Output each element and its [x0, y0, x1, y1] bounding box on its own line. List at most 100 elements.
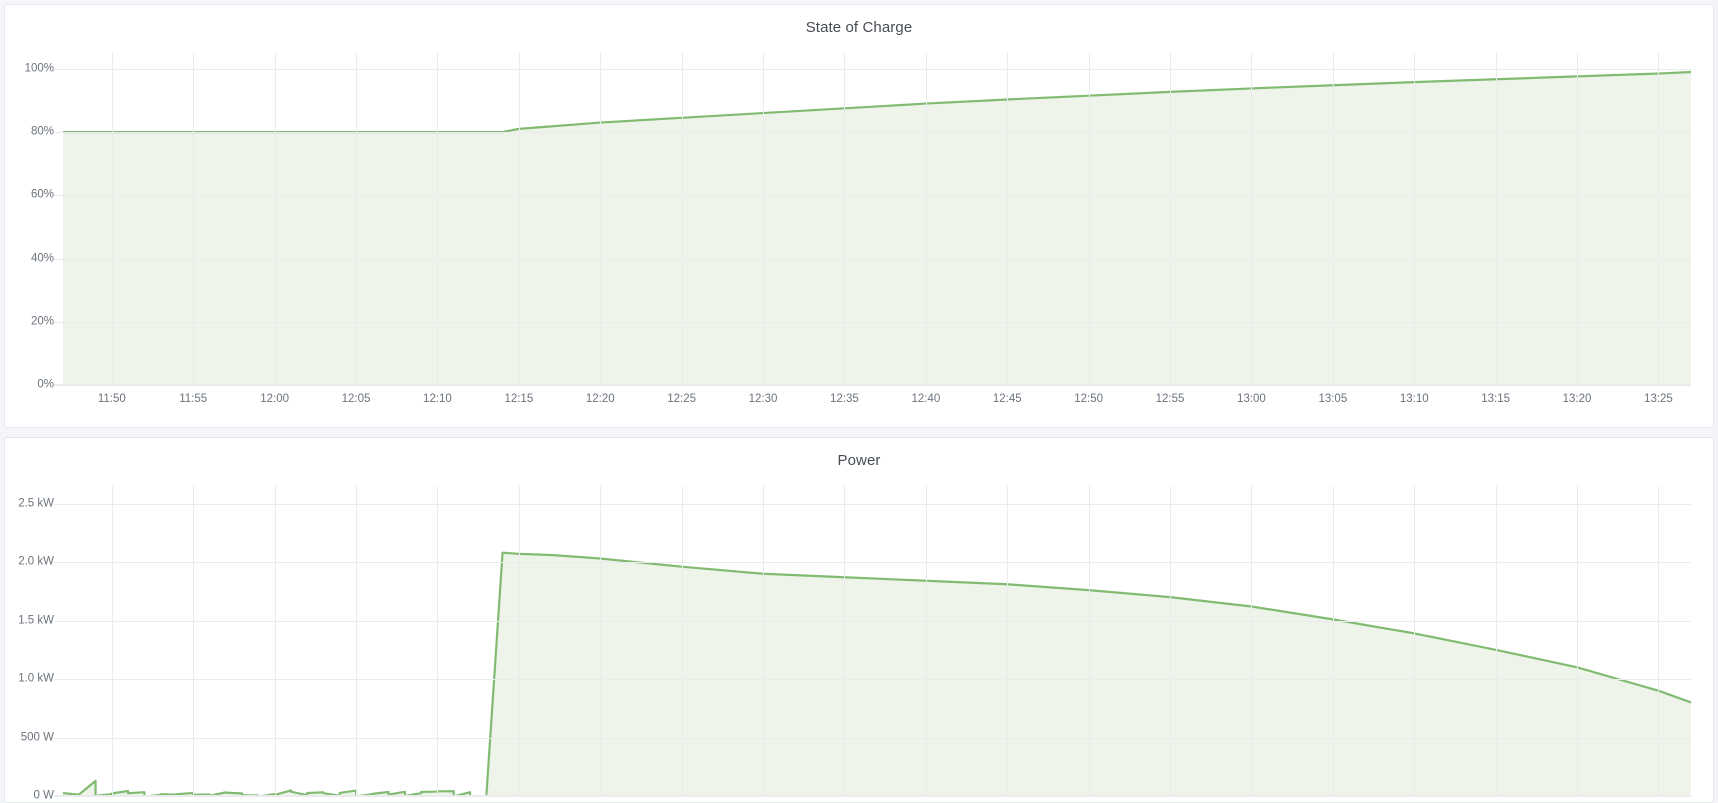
y-gridline	[54, 737, 1691, 739]
axis-baseline	[54, 795, 1691, 796]
panel-power[interactable]: Power 0 W 500 W 1.0 kW 1.5 kW 2.0 kW 2.5 kW	[4, 437, 1714, 803]
x-axis-tick-label: 12:25	[667, 393, 697, 405]
panel-title-power: Power	[837, 452, 881, 469]
panel-state-of-charge[interactable]: State of Charge 0% 20% 40% 60% 80% 100% 11:50 1…	[4, 4, 1714, 428]
y-gridline	[54, 620, 1691, 622]
x-axis-tick-label: 12:15	[504, 393, 534, 405]
y-axis-tick-label: 80%	[30, 125, 54, 138]
x-gridline	[1414, 53, 1416, 385]
x-axis-tick-label: 13:25	[1644, 393, 1673, 405]
x-gridline	[925, 486, 927, 796]
y-axis-tick-label: 2.0 kW	[18, 555, 54, 568]
x-gridline	[1414, 486, 1416, 796]
x-gridline	[844, 53, 846, 385]
y-gridline	[54, 679, 1691, 681]
x-gridline	[600, 53, 602, 385]
x-gridline	[1495, 486, 1497, 796]
x-axis-tick-label: 13:15	[1481, 393, 1511, 405]
x-axis-tick-label: 11:50	[97, 393, 126, 405]
x-gridline	[1658, 53, 1660, 385]
series-power	[63, 486, 1691, 796]
x-gridline	[274, 53, 276, 385]
y-gridline	[54, 385, 1691, 386]
x-axis-tick-label: 12:20	[585, 393, 615, 405]
x-gridline	[111, 486, 113, 796]
plot-area-state-of-charge[interactable]: 0% 20% 40% 60% 80% 100% 11:50 11:55 12:00 12:05 12…	[25, 53, 1691, 405]
y-axis-tick-label: 100%	[24, 62, 54, 75]
x-gridline	[844, 486, 846, 796]
x-axis-tick-label: 13:05	[1318, 393, 1348, 405]
x-axis-tick-label: 13:10	[1399, 393, 1429, 405]
x-gridline	[1088, 486, 1090, 796]
y-axis-tick-label: 1.5 kW	[18, 613, 54, 626]
y-axis-tick-label: 60%	[30, 188, 54, 201]
x-axis-tick-label: 12:55	[1155, 393, 1185, 405]
x-axis-tick-label: 13:20	[1562, 393, 1592, 405]
x-gridline	[681, 486, 683, 796]
x-gridline	[437, 486, 439, 796]
x-gridline	[1658, 486, 1660, 796]
y-axis-tick-label: 0 W	[33, 789, 54, 802]
x-gridline	[1007, 53, 1009, 385]
x-axis-tick-label: 12:50	[1074, 393, 1104, 405]
axis-baseline	[54, 384, 1691, 385]
x-gridline	[437, 53, 439, 385]
x-axis-tick-label: 12:05	[341, 393, 371, 405]
series-area-fill	[63, 552, 1691, 796]
x-gridline	[1170, 53, 1172, 385]
x-gridline	[925, 53, 927, 385]
plot-wrap-state-of-charge: 0% 20% 40% 60% 80% 100% 11:50 11:55 12:00 12:05 12…	[5, 43, 1713, 427]
y-gridline	[54, 503, 1691, 505]
x-gridline	[1007, 486, 1009, 796]
series-line	[63, 553, 1691, 796]
x-gridline	[518, 486, 520, 796]
x-gridline	[763, 486, 765, 796]
series-area-fill	[63, 71, 1691, 385]
y-gridline	[54, 195, 1691, 197]
x-axis-tick-label: 12:35	[830, 393, 859, 405]
x-gridline	[1577, 53, 1579, 385]
x-gridline	[274, 486, 276, 796]
x-gridline	[1332, 53, 1334, 385]
x-axis-tick-label: 12:00	[260, 393, 290, 405]
y-axis-tick-label: 1.0 kW	[18, 672, 54, 685]
x-axis-tick-label: 12:30	[748, 393, 778, 405]
x-axis-tick-label: 12:40	[911, 393, 941, 405]
x-gridline	[681, 53, 683, 385]
y-axis-tick-label: 500 W	[20, 730, 54, 743]
x-axis-tick-label: 11:55	[179, 393, 208, 405]
y-gridline	[54, 562, 1691, 564]
plot-area-power[interactable]: 0 W 500 W 1.0 kW 1.5 kW 2.0 kW 2.5 kW	[18, 486, 1691, 801]
x-gridline	[193, 486, 195, 796]
y-gridline	[54, 796, 1691, 797]
x-gridline	[600, 486, 602, 796]
panel-title-state-of-charge: State of Charge	[805, 19, 913, 36]
x-gridline	[1332, 486, 1334, 796]
x-gridline	[763, 53, 765, 385]
x-gridline	[1251, 53, 1253, 385]
x-gridline	[193, 53, 195, 385]
x-axis-tick-label: 13:00	[1237, 393, 1266, 405]
y-axis-tick-label: 2.5 kW	[18, 496, 54, 509]
series-state-of-charge	[63, 53, 1691, 385]
x-gridline	[356, 53, 358, 385]
x-gridline	[1577, 486, 1579, 796]
y-gridline	[54, 258, 1691, 260]
x-gridline	[356, 486, 358, 796]
y-gridline	[54, 321, 1691, 323]
y-axis-tick-label: 0%	[37, 378, 54, 391]
y-axis-tick-label: 20%	[30, 315, 54, 327]
x-gridline	[518, 53, 520, 385]
x-gridline	[1170, 486, 1172, 796]
x-axis-tick-label: 12:10	[423, 393, 452, 405]
y-gridline	[54, 132, 1691, 134]
x-axis-tick-label: 12:45	[992, 393, 1022, 405]
x-gridline	[1251, 486, 1253, 796]
x-gridline	[1495, 53, 1497, 385]
y-gridline	[54, 68, 1691, 70]
x-gridline	[1088, 53, 1090, 385]
x-gridline	[111, 53, 113, 385]
plot-wrap-power: 0 W 500 W 1.0 kW 1.5 kW 2.0 kW 2.5 kW	[5, 476, 1713, 802]
y-axis-tick-label: 40%	[30, 251, 54, 264]
